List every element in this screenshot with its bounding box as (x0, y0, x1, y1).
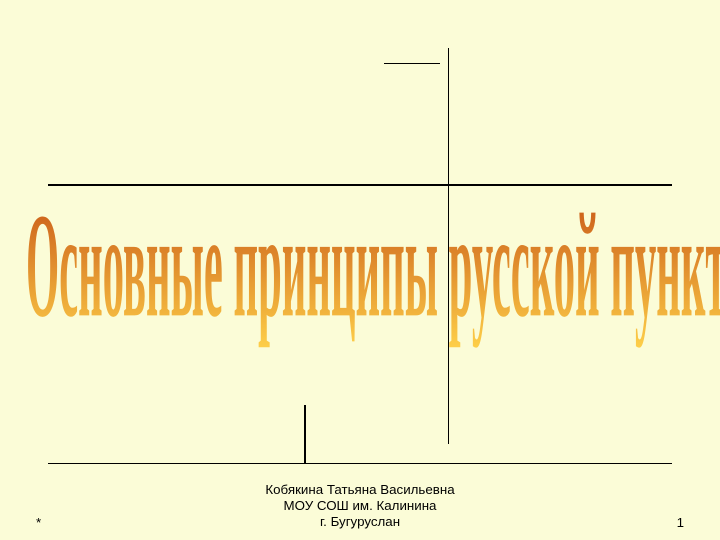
slide-footer: * Кобякина Татьяна Васильевна МОУ СОШ им… (0, 482, 720, 530)
deco-line-v-right (448, 48, 449, 444)
slide: Основные принципы русской пунктуации * К… (0, 0, 720, 540)
footer-author: Кобякина Татьяна Васильевна МОУ СОШ им. … (252, 482, 468, 530)
footer-page-number: 1 (468, 515, 684, 530)
deco-line-h-short (384, 63, 440, 64)
slide-title: Основные принципы русской пунктуации (26, 178, 720, 352)
footer-date: * (36, 515, 252, 530)
deco-line-h-bottom (48, 463, 672, 464)
deco-line-h-long (48, 184, 672, 186)
deco-line-v-left (304, 405, 306, 463)
slide-title-wrap: Основные принципы русской пунктуации (26, 265, 720, 327)
